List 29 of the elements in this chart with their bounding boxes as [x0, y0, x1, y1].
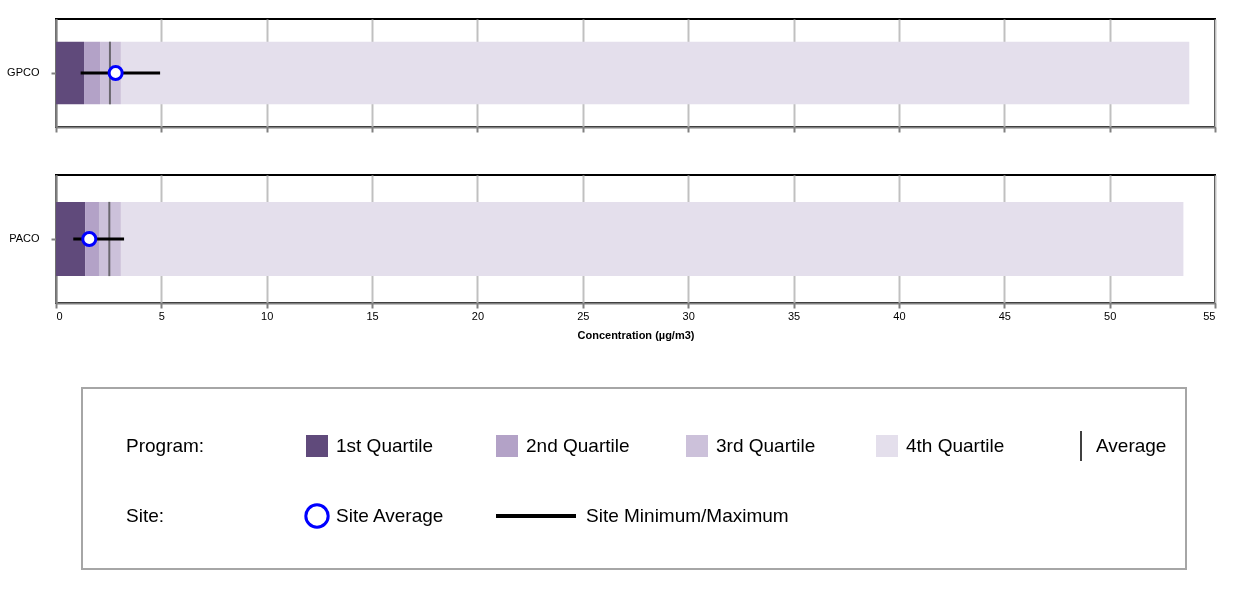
x-tick-label: 40 — [893, 309, 906, 322]
x-tick-label: 50 — [1104, 309, 1117, 322]
bar — [120, 41, 1190, 105]
legend-label: Site Average — [336, 505, 444, 526]
x-tick-label: 25 — [577, 309, 590, 322]
legend-label: 1st Quartile — [336, 435, 434, 456]
x-tick-label: 35 — [787, 309, 801, 322]
y-tick-label: PACO — [9, 232, 40, 244]
y-tick-label: GPCO — [7, 66, 40, 78]
x-tick-label: 10 — [261, 309, 274, 322]
text: Program: — [126, 435, 205, 456]
legend-label: 4th Quartile — [906, 435, 1005, 456]
x-axis-title: Concentration (µg/m3) — [577, 328, 695, 341]
x-tick-label: 15 — [366, 309, 379, 322]
bar — [84, 41, 101, 105]
x-tick-label: 5 — [158, 309, 165, 322]
bar — [56, 201, 86, 277]
text: Site Minimum/Maximum — [586, 505, 789, 526]
x-tick-label: 30 — [682, 309, 695, 322]
bar — [120, 201, 1184, 277]
x-tick-label: 55 — [1203, 309, 1216, 322]
legend-label: Average — [1096, 435, 1167, 456]
x-tick-label: 20 — [471, 309, 485, 322]
x-tick-label: 0 — [56, 309, 63, 322]
bar — [56, 41, 85, 105]
legend-label: 2nd Quartile — [526, 435, 630, 456]
text: Site: — [126, 505, 165, 526]
legend-label: 3rd Quartile — [716, 435, 816, 456]
x-tick-label: 45 — [998, 309, 1011, 322]
